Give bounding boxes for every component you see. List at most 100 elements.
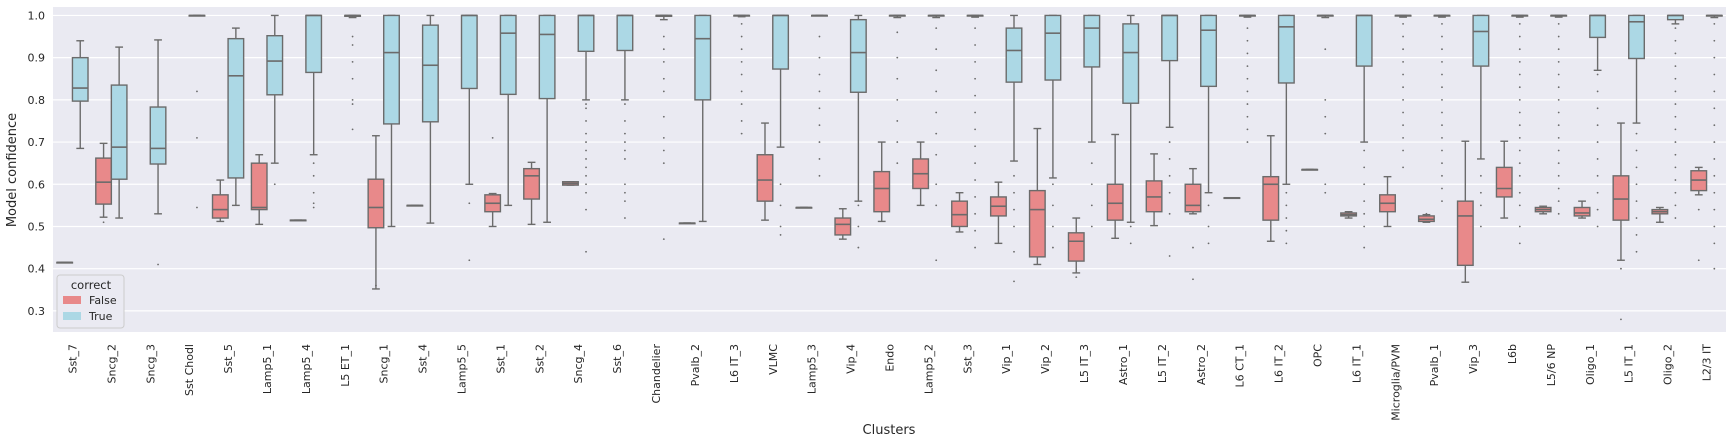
outlier-point [896,141,899,143]
outlier-point [1246,103,1249,105]
outlier-point [624,120,626,122]
outlier-point [1246,90,1249,93]
outlier-point [1674,191,1677,194]
box [1628,14,1645,60]
box [499,14,517,96]
x-tick-label: Sncg_1 [378,344,391,383]
outlier-point [1713,158,1716,160]
outlier-point [1207,242,1210,245]
outlier-point [818,73,821,76]
box [149,106,167,165]
outlier-point [1090,162,1093,165]
y-axis-label: Model confidence [5,113,20,227]
outlier-point [1674,141,1677,143]
outlier-point [1052,246,1054,249]
outlier-point [312,162,315,165]
x-tick-label: Sst_1 [494,344,507,374]
boxes [56,14,1723,321]
outlier-point [1518,73,1521,76]
outlier-point [740,60,743,63]
outlier-point [662,115,665,118]
outlier-point [1402,166,1404,169]
outlier-point [1285,217,1288,219]
x-tick-label: Sst_2 [533,344,546,374]
outlier-point [1620,318,1622,321]
x-tick-label: Sst_5 [222,344,235,374]
outlier-point [1518,162,1521,165]
box [1589,14,1607,39]
outlier-point [1674,90,1677,93]
outlier-point [1635,234,1638,236]
outlier-point [1168,158,1171,160]
outlier-point [1168,174,1171,177]
outlier-point [1090,204,1093,207]
outlier-point [1324,191,1327,194]
x-tick-label: Oligo_2 [1662,344,1675,385]
x-tick-label: Lamp5_1 [261,344,274,394]
outlier-point [974,128,976,131]
outlier-point [196,206,198,209]
outlier-point [1013,191,1015,194]
x-tick-label: Vip_1 [1000,344,1013,374]
outlier-point [351,35,354,38]
outlier-point [1441,136,1443,139]
x-axis-label: Clusters [863,423,916,438]
series-false [56,122,1708,321]
outlier-point [1090,183,1093,186]
outlier-point [1425,212,1428,215]
outlier-point [1674,128,1677,131]
outlier-point [1052,204,1054,207]
outlier-point [1363,166,1366,169]
x-tick-label: Sncg_2 [105,344,118,383]
outlier-point [1441,73,1443,76]
box [460,14,478,90]
x-tick-label: Pvalb_2 [689,344,702,386]
outlier-point [585,120,587,122]
outlier-point [1635,149,1638,152]
outlier-point [662,162,665,165]
outlier-point [974,229,976,232]
outlier-point [1596,225,1599,228]
outlier-point [1075,276,1078,279]
x-tick-label: Sst_6 [611,344,624,374]
x-tick-label: Pvalb_1 [1428,344,1441,386]
outlier-point [818,56,821,59]
outlier-point [1246,39,1249,42]
x-tick-label: Astro_2 [1195,344,1208,385]
x-tick-label: L2/3 IT [1701,344,1714,382]
outlier-point [1013,250,1015,253]
box [1184,183,1202,213]
box [367,178,385,229]
outlier-point [818,158,821,160]
outlier-point [740,35,743,38]
outlier-point [1246,115,1249,118]
box [1044,14,1062,81]
outlier-point [1129,225,1132,228]
outlier-point [1402,22,1404,25]
outlier-point [818,124,821,127]
outlier-point [196,136,198,139]
outlier-point [1192,278,1194,281]
outlier-point [1518,35,1521,38]
outlier-point [1674,39,1677,42]
outlier-point [1557,174,1560,177]
outlier-point [585,149,587,152]
outlier-point [935,27,938,30]
box [1028,189,1046,258]
outlier-point [1596,191,1599,194]
outlier-point [662,35,665,38]
outlier-point [1713,191,1716,194]
outlier-point [1363,225,1366,228]
box [1067,232,1085,262]
outlier-point [1674,52,1677,55]
outlier-point [1635,166,1638,169]
outlier-point [1596,141,1599,143]
outlier-point [1713,90,1716,93]
outlier-point [1518,124,1521,127]
outlier-point [896,31,899,34]
outlier-point [1674,166,1677,169]
outlier-point [1674,115,1677,118]
outlier-point [1129,242,1132,245]
x-tick-label: Astro_1 [1117,344,1130,385]
outlier-point [1013,174,1015,177]
